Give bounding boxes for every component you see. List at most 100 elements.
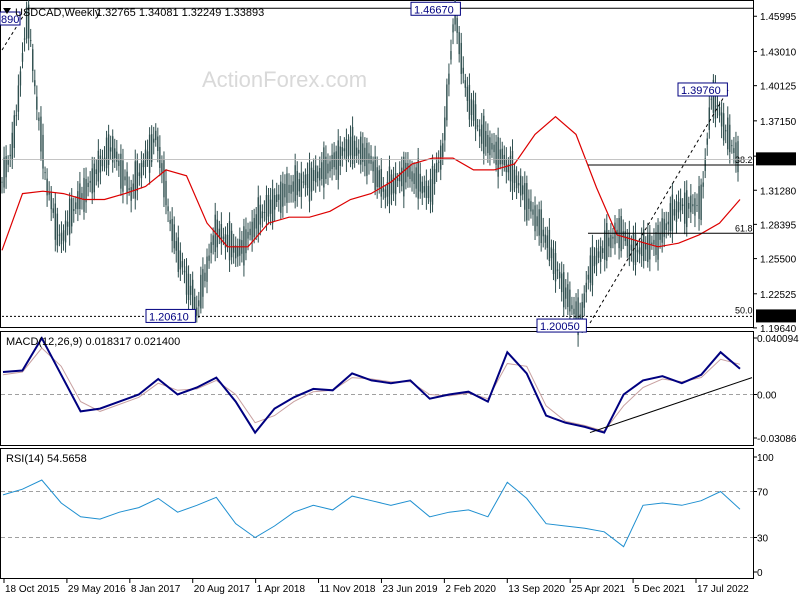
ohlc-readout: 1.32765 1.34081 1.32249 1.33893 [96, 7, 264, 19]
candle-body [329, 161, 331, 172]
candle-body [427, 185, 430, 199]
candle-body [337, 140, 339, 180]
candle-body [189, 285, 192, 295]
candle-body [468, 84, 471, 120]
candle-body [306, 173, 309, 189]
candle-body [64, 220, 67, 243]
candle-body [140, 162, 143, 179]
candle-body [79, 183, 81, 210]
candle-body [632, 232, 635, 263]
candle-body [599, 246, 602, 262]
candle-body [19, 71, 22, 86]
candle-body [93, 163, 95, 193]
candle-body [208, 255, 210, 261]
candle-body [679, 198, 682, 211]
candle-body [273, 195, 276, 210]
candle-body [290, 184, 292, 194]
candle-body [542, 229, 544, 237]
candle-body [261, 211, 264, 219]
candle-body [636, 249, 639, 253]
candle-body [249, 228, 251, 236]
candle-body [282, 183, 284, 207]
candle-body [224, 234, 227, 248]
candle-body [649, 234, 651, 260]
price-y-tick-label: 1.22525 [760, 290, 797, 301]
candle-body [729, 124, 731, 153]
candle-body [21, 52, 24, 62]
candle-body [237, 246, 239, 257]
candle-body [1, 181, 3, 183]
candle-body [608, 237, 610, 247]
candle-body [456, 17, 458, 33]
candle-body [339, 146, 341, 166]
candle-body [87, 182, 89, 187]
moving-average-line [1, 115, 741, 251]
candle-body [419, 173, 421, 192]
candle-body [23, 38, 26, 40]
candle-body [159, 147, 161, 168]
candle-body [253, 218, 255, 238]
candle-body [46, 178, 48, 196]
candle-body [52, 208, 54, 213]
candle-body [317, 171, 319, 179]
candle-body [653, 239, 655, 245]
candle-body [335, 151, 337, 170]
candle-body [150, 134, 153, 163]
candle-body [425, 180, 428, 199]
candle-body [472, 100, 475, 121]
candle-body [647, 234, 649, 262]
candle-body [735, 142, 737, 164]
candle-body [696, 204, 698, 206]
macd-line [2, 336, 741, 435]
candle-body [536, 216, 538, 227]
candle-body [591, 246, 594, 286]
candle-body [134, 161, 136, 199]
candle-body [196, 307, 198, 316]
candle-body [669, 203, 672, 231]
candle-body [58, 234, 61, 236]
candle-body [62, 230, 65, 241]
candle-body [30, 40, 32, 42]
candle-body [321, 162, 323, 179]
dropdown-arrow-icon[interactable] [3, 8, 11, 14]
candle-body [378, 170, 380, 188]
candle-body [325, 156, 327, 180]
rsi-y-tick-label: 30 [757, 534, 769, 545]
candle-body [466, 86, 469, 101]
candle-body [255, 214, 257, 229]
candle-body [548, 229, 551, 262]
y-tag-bg [756, 309, 796, 323]
candle-body [476, 125, 479, 127]
current-price-tag-bg [756, 152, 796, 166]
candle-body [183, 270, 186, 273]
left-edge-box [0, 11, 21, 26]
candle-body [191, 279, 194, 311]
candle-body [587, 274, 590, 280]
candle-body [612, 236, 614, 239]
candle-body [511, 151, 514, 191]
candle-body [101, 159, 104, 167]
candle-body [519, 175, 522, 196]
macd-pane-frame [0, 331, 754, 446]
candle-body [50, 191, 52, 210]
price-y-tick-label: 1.28395 [760, 220, 797, 231]
candle-body [727, 117, 729, 150]
candle-body [42, 134, 44, 169]
candle-body [481, 124, 483, 144]
candle-body [571, 305, 573, 309]
candle-body [267, 194, 270, 217]
level-label-1.20050-box [536, 318, 587, 333]
candle-body [54, 203, 57, 240]
levels-layer: 38.2 61.8 50.0 1.46670 1.39760 1.20610 1.20050… [0, 1, 796, 333]
candle-body [659, 233, 661, 240]
candle-body [401, 167, 403, 187]
x-axis-label: 23 Jun 2019 [382, 584, 437, 595]
candle-body [269, 199, 272, 214]
candle-body [239, 239, 241, 256]
candle-body [85, 179, 87, 203]
candle-body [105, 137, 108, 169]
candle-body [677, 202, 680, 213]
candle-body [13, 115, 16, 148]
candle-body [351, 126, 354, 164]
candle-body [716, 104, 719, 108]
